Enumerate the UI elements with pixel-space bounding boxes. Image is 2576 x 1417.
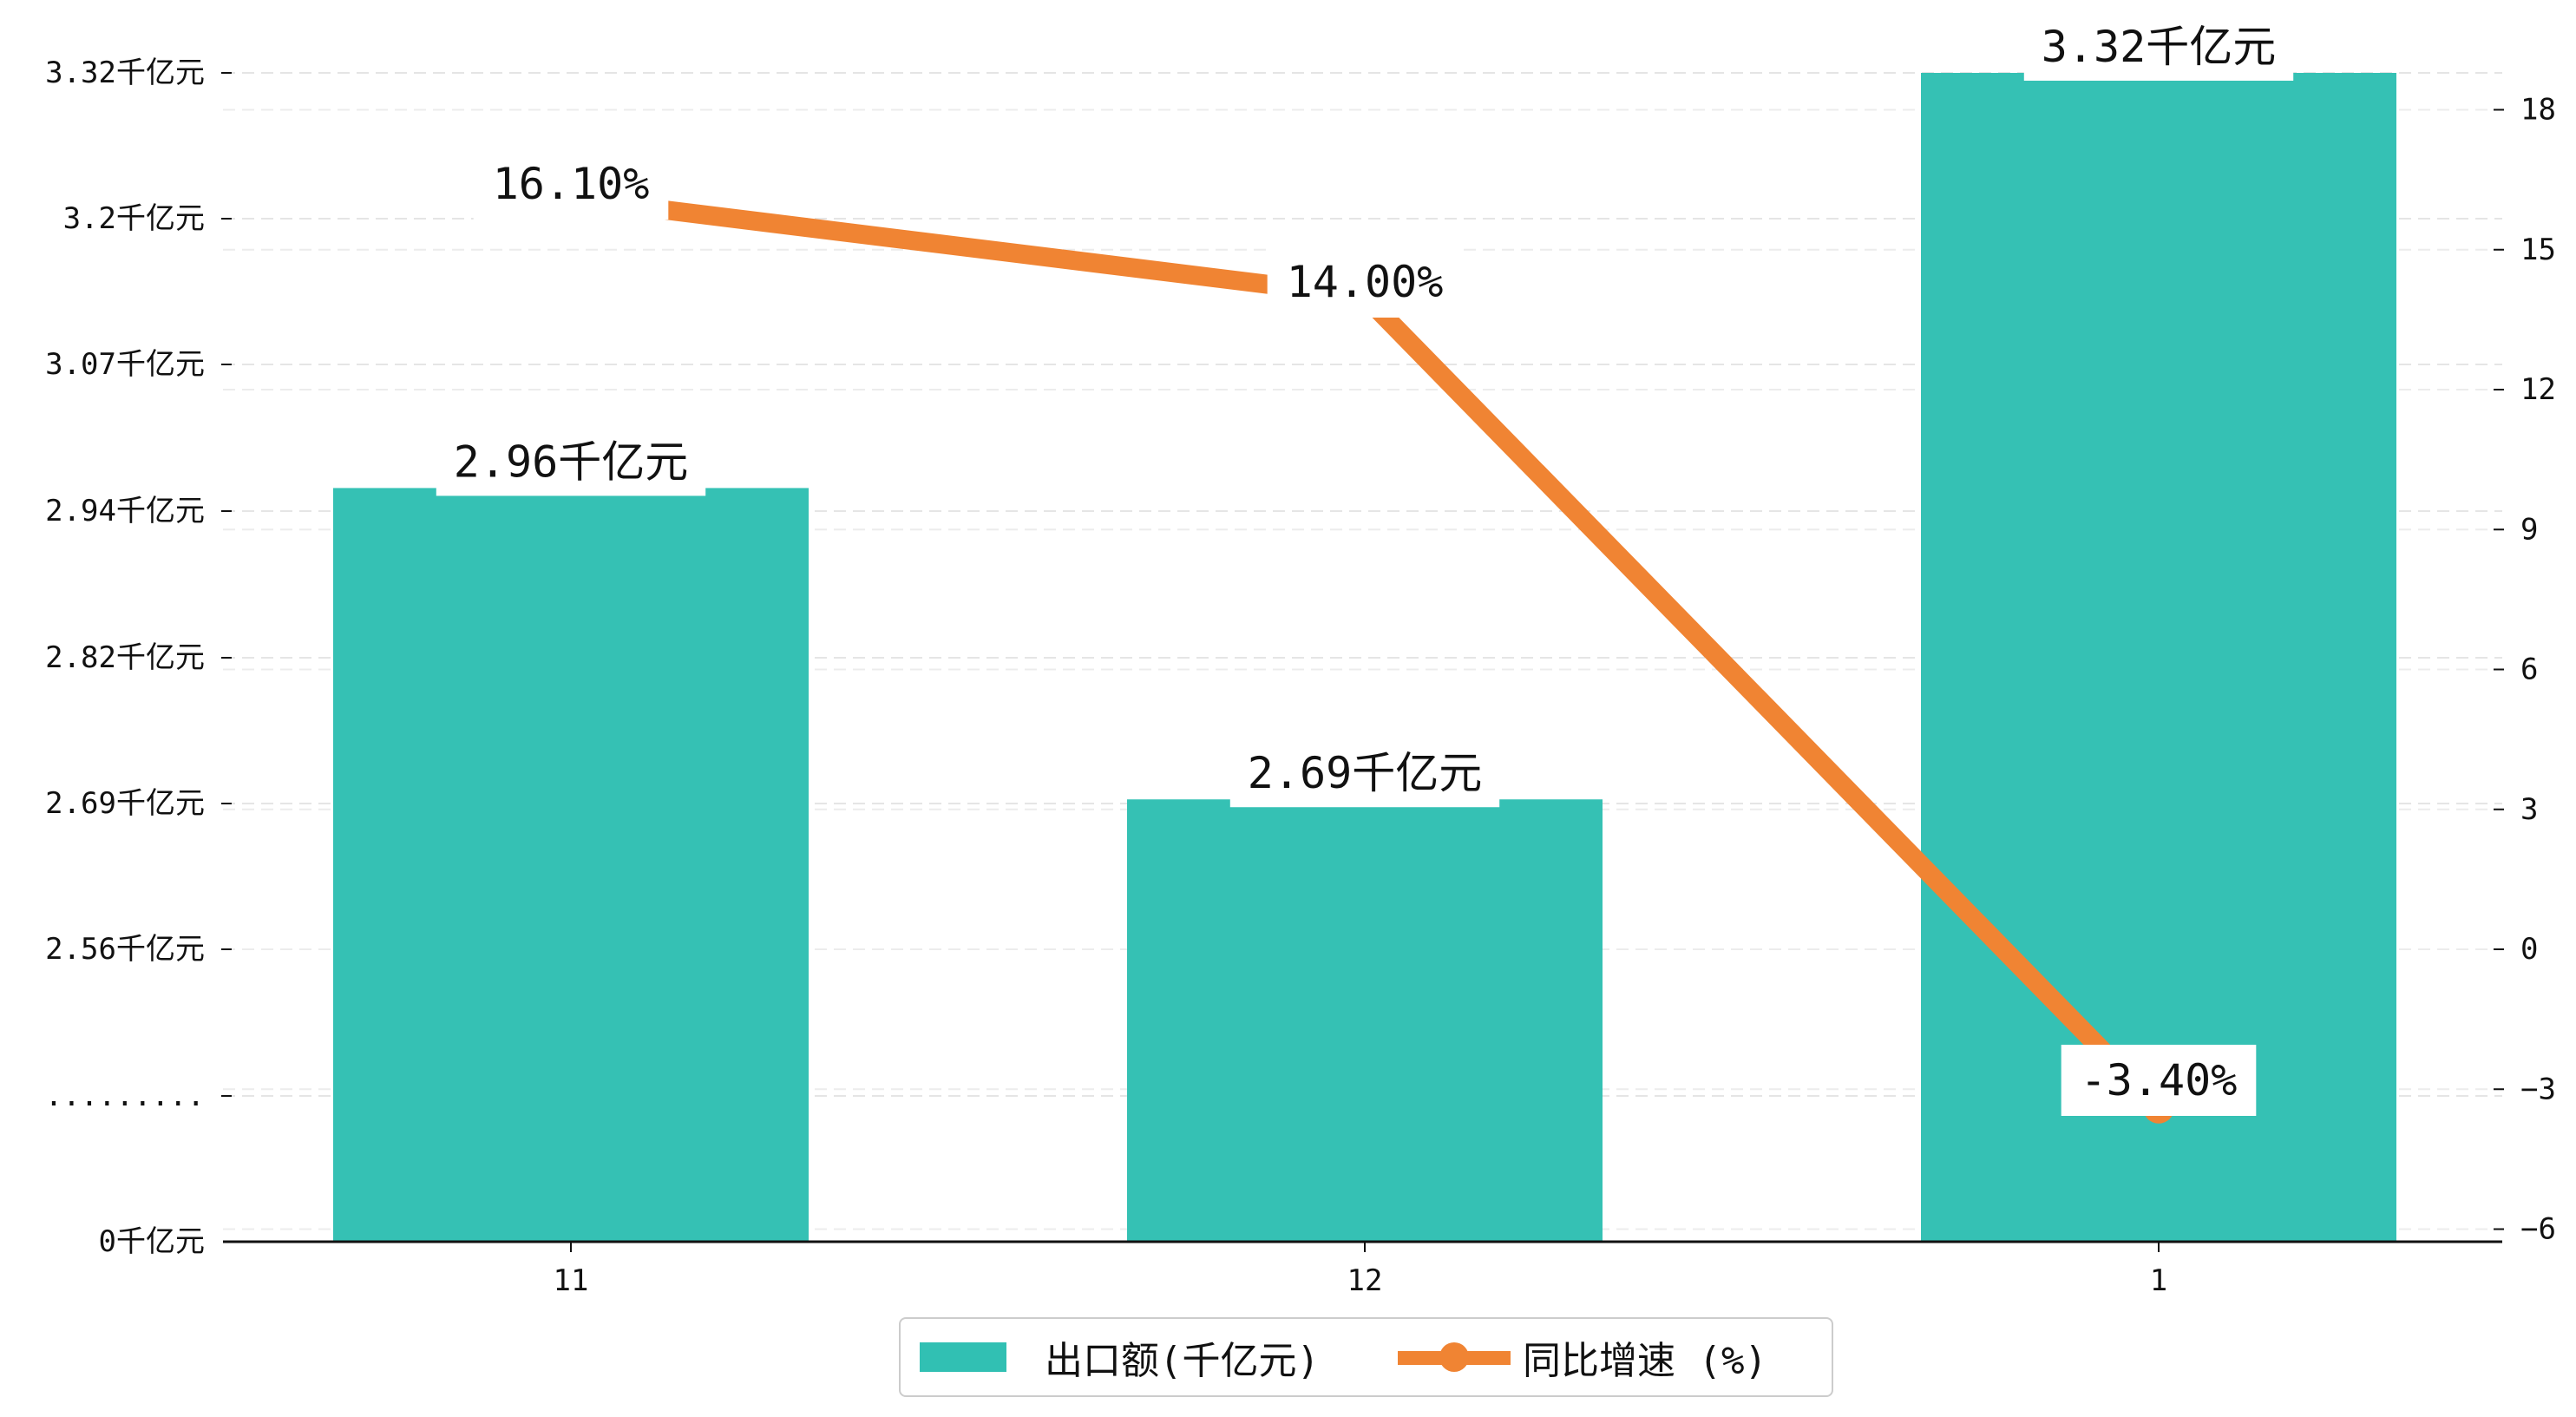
right-tick-label: 15	[2520, 233, 2556, 267]
line-data-label-bg	[2061, 1045, 2257, 1116]
right-tick-label: 18	[2520, 93, 2556, 128]
line-data-label: -3.40%	[2081, 1055, 2238, 1105]
bar-data-label-group: 2.69千亿元	[1229, 739, 1500, 808]
left-tick-label: 3.2千亿元	[63, 201, 205, 236]
left-tick-label: 0千亿元	[99, 1224, 205, 1259]
legend-bar-swatch	[920, 1342, 1006, 1372]
bar-12	[1127, 799, 1603, 1242]
left-tick-label: 2.82千亿元	[45, 640, 205, 675]
bar-11	[333, 488, 809, 1242]
x-tick-label: 11	[554, 1263, 589, 1298]
right-tick-label: −6	[2520, 1212, 2556, 1247]
legend-line-swatch	[1397, 1342, 1511, 1372]
bar-data-label: 3.32千亿元	[2042, 22, 2276, 72]
line-data-label-bg	[473, 148, 669, 220]
right-tick-label: 0	[2520, 932, 2538, 967]
bar-data-label-group: 2.96千亿元	[436, 428, 706, 496]
legend-item-bar: 出口额(千亿元)	[901, 1329, 1320, 1385]
bar-data-label-bg	[2023, 13, 2294, 81]
x-tick-label: 12	[1347, 1263, 1383, 1298]
line-data-label: 16.10%	[493, 159, 650, 209]
right-tick-label: 6	[2520, 653, 2538, 687]
bar-data-label-bg	[436, 428, 706, 496]
bar-data-label: 2.69千亿元	[1248, 748, 1482, 798]
left-tick-label: 2.94千亿元	[45, 494, 205, 528]
left-tick-label: 3.32千亿元	[45, 56, 205, 90]
legend-label-bar: 出口额(千亿元)	[1045, 1339, 1320, 1383]
right-tick-label: −3	[2520, 1072, 2556, 1106]
legend-label-line: 同比增速 (%)	[1522, 1339, 1767, 1383]
right-tick-label: 12	[2520, 372, 2556, 407]
right-tick-label: 9	[2520, 512, 2538, 547]
bar-data-labels: 2.96千亿元 2.69千亿元 3.32千亿元	[436, 13, 2294, 808]
left-tick-label: 2.56千亿元	[45, 932, 205, 967]
bar-data-label-bg	[1229, 739, 1500, 808]
x-tick-label: 1	[2150, 1263, 2167, 1298]
line-data-label-group: 14.00%	[1267, 246, 1463, 318]
bar-data-label: 2.96千亿元	[454, 436, 688, 487]
line-data-label-group: -3.40%	[2061, 1045, 2257, 1116]
line-data-label-bg	[1267, 246, 1463, 318]
left-tick-label: .........	[45, 1079, 205, 1113]
left-tick-label: 3.07千亿元	[45, 347, 205, 382]
line-data-label-group: 16.10%	[473, 148, 669, 220]
line-data-label: 14.00%	[1287, 257, 1444, 307]
legend: 出口额(千亿元) 同比增速 (%)	[899, 1317, 1833, 1397]
bar-data-label-group: 3.32千亿元	[2023, 13, 2294, 81]
axes: 0千亿元......... 2.56千亿元 2.69千亿元 2.82千亿元 2.94千亿…	[45, 56, 2556, 1298]
line-data-labels: 16.10% 14.00% -3.40%	[473, 148, 2257, 1116]
legend-item-line: 同比增速 (%)	[1320, 1329, 1767, 1385]
left-tick-label: 2.69千亿元	[45, 786, 205, 821]
right-tick-label: 3	[2520, 792, 2538, 827]
